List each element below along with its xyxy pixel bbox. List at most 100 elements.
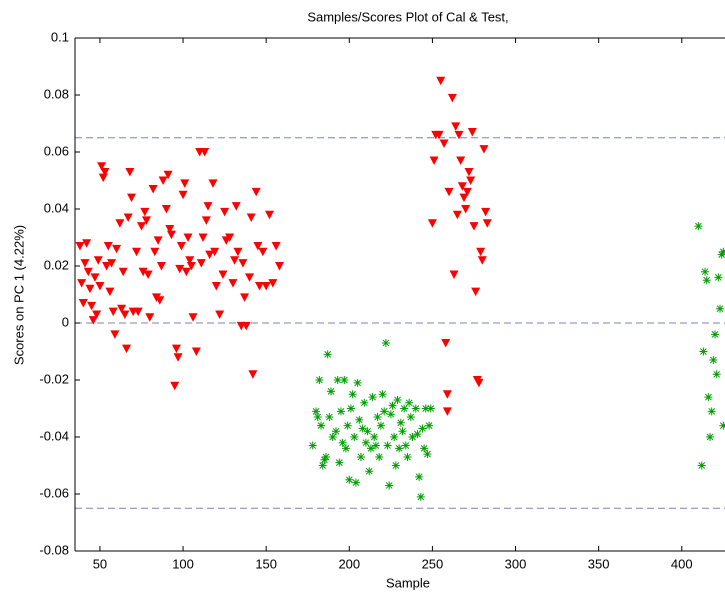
- data-point: [141, 216, 151, 225]
- data-point: [246, 213, 256, 223]
- data-point: [92, 310, 102, 319]
- data-point: [175, 264, 185, 274]
- data-point: [360, 398, 369, 407]
- data-point: [171, 344, 181, 354]
- data-point: [469, 222, 479, 231]
- data-point: [381, 338, 390, 347]
- x-tick-label: 300: [505, 556, 527, 571]
- data-point: [148, 185, 158, 194]
- data-point: [385, 481, 394, 490]
- data-point: [102, 262, 112, 271]
- data-point: [466, 176, 476, 185]
- data-point: [706, 433, 715, 441]
- data-point: [333, 376, 342, 384]
- data-point: [390, 433, 399, 441]
- data-point: [477, 256, 487, 265]
- data-point: [123, 213, 133, 223]
- data-point: [176, 242, 186, 251]
- data-point: [383, 441, 392, 450]
- data-point: [711, 330, 720, 339]
- data-point: [476, 247, 486, 257]
- data-point: [210, 247, 220, 257]
- data-point: [694, 222, 703, 231]
- data-point: [351, 478, 360, 487]
- data-point: [418, 424, 427, 433]
- chart-title: Samples/Scores Plot of Cal & Test,: [307, 9, 508, 24]
- data-point: [312, 407, 321, 416]
- data-point: [701, 267, 710, 276]
- data-point: [327, 387, 336, 396]
- data-point: [474, 378, 484, 388]
- data-point: [156, 262, 166, 271]
- data-point: [717, 250, 725, 259]
- data-point: [375, 452, 384, 461]
- data-point: [408, 433, 417, 441]
- data-point: [315, 376, 324, 384]
- data-point: [716, 304, 725, 313]
- data-point: [117, 304, 127, 314]
- data-point: [457, 182, 467, 191]
- data-point: [220, 207, 230, 217]
- data-point: [153, 236, 163, 245]
- data-point: [373, 413, 382, 422]
- data-point: [411, 404, 420, 413]
- data-point: [183, 233, 193, 242]
- data-point: [441, 338, 451, 348]
- data-point: [170, 381, 180, 391]
- x-tick-label: 250: [422, 556, 444, 571]
- data-point: [80, 259, 90, 268]
- data-point: [165, 224, 175, 234]
- data-point: [140, 207, 150, 217]
- x-tick-label: 400: [671, 556, 693, 571]
- data-point: [320, 455, 329, 464]
- data-point: [77, 279, 87, 288]
- data-point: [328, 433, 337, 441]
- data-point: [331, 427, 340, 436]
- data-point: [201, 216, 211, 225]
- data-point: [180, 179, 190, 188]
- data-point: [198, 233, 208, 242]
- x-tick-label: 150: [255, 556, 277, 571]
- data-point: [365, 467, 374, 476]
- data-point: [95, 281, 105, 291]
- data-point: [255, 281, 265, 291]
- data-point: [421, 404, 430, 413]
- data-point: [274, 262, 284, 271]
- data-point: [161, 205, 171, 214]
- data-point: [712, 370, 721, 379]
- data-point: [350, 433, 359, 441]
- data-point: [245, 273, 255, 282]
- data-point: [103, 242, 113, 251]
- data-point: [459, 193, 469, 203]
- data-point: [395, 444, 404, 453]
- data-point: [248, 370, 258, 379]
- data-point: [150, 247, 160, 257]
- data-point: [396, 418, 405, 427]
- data-point: [90, 273, 100, 282]
- y-tick-label: 0.08: [44, 86, 69, 101]
- data-point: [471, 287, 481, 297]
- data-point: [398, 427, 407, 436]
- data-point: [388, 401, 397, 410]
- data-point: [211, 281, 221, 291]
- data-point: [406, 413, 415, 422]
- data-point: [115, 219, 125, 228]
- data-point: [118, 267, 128, 277]
- data-point: [346, 404, 355, 413]
- data-point: [479, 145, 489, 154]
- data-point: [127, 193, 137, 203]
- data-point: [425, 421, 434, 430]
- data-point: [87, 301, 97, 311]
- data-point: [308, 441, 317, 450]
- data-point: [178, 190, 188, 200]
- data-point: [196, 259, 206, 268]
- data-point: [188, 313, 198, 322]
- data-point: [166, 230, 176, 240]
- data-point: [405, 398, 414, 407]
- data-point: [208, 179, 218, 188]
- data-point: [363, 427, 372, 436]
- data-point: [155, 296, 165, 305]
- data-point: [322, 452, 331, 461]
- data-point: [358, 424, 367, 433]
